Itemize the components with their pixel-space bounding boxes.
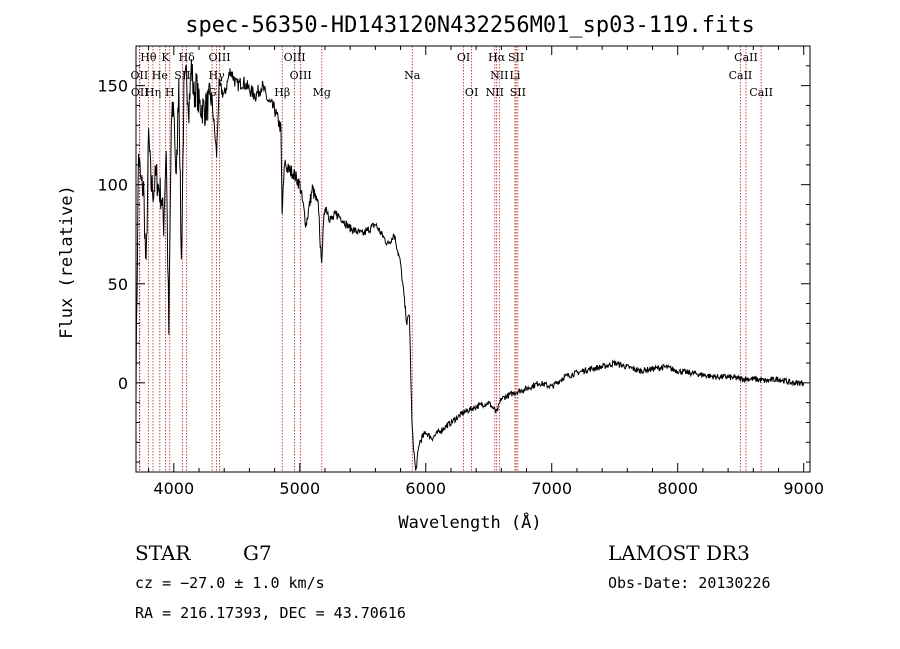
line-label: Hγ [209, 69, 226, 82]
y-axis-label: Flux (relative) [57, 185, 77, 339]
line-label: NII [486, 86, 504, 99]
x-tick-label: 9000 [783, 479, 824, 498]
observation-date: Obs-Date: 20130226 [608, 574, 771, 592]
line-label: K [161, 51, 170, 64]
y-tick-label: 150 [97, 77, 128, 96]
line-label: OIII [208, 51, 230, 64]
ra-dec: RA = 216.17393, DEC = 43.70616 [135, 604, 406, 622]
line-label: CaII [729, 69, 753, 82]
line-label: OIII [284, 51, 306, 64]
line-label: OIII [290, 69, 312, 82]
line-label: NII [490, 69, 508, 82]
line-label: Hδ [179, 51, 196, 64]
line-label: SII [174, 69, 190, 82]
line-label: SII [508, 51, 524, 64]
line-label: OII [131, 69, 149, 82]
y-tick-label: 100 [97, 176, 128, 195]
chart-title: spec-56350-HD143120N432256M01_sp03-119.f… [185, 13, 755, 38]
line-label: Mg [313, 86, 331, 99]
line-label: He [152, 69, 168, 82]
line-label: OI [457, 51, 470, 64]
line-label: H [165, 86, 175, 99]
x-tick-label: 8000 [657, 479, 698, 498]
y-tick-label: 0 [118, 374, 128, 393]
plot-frame [135, 45, 811, 473]
line-label: Na [404, 69, 421, 82]
line-label: Hθ [140, 51, 157, 64]
x-tick-label: 7000 [531, 479, 572, 498]
line-label: Hη [145, 86, 161, 99]
line-label: CaII [734, 51, 758, 64]
survey-name: LAMOST DR3 [608, 541, 750, 565]
object-class: STAR [135, 541, 191, 565]
line-label: OI [465, 86, 478, 99]
x-tick-label: 4000 [153, 479, 194, 498]
x-tick-label: 6000 [405, 479, 446, 498]
line-label: Li [510, 69, 521, 82]
spectrum-series-line [135, 59, 805, 471]
line-label: OII [131, 86, 149, 99]
x-axis-label: Wavelength (Å) [398, 511, 541, 533]
plot-area: 4000 5000 6000 7000 8000 9000 0 50 100 150 Hθ OII O… [97, 45, 824, 498]
redshift-cz: cz = −27.0 ± 1.0 km/s [135, 574, 325, 592]
object-subclass: G7 [243, 541, 272, 565]
line-label: SII [510, 86, 526, 99]
line-label: G [208, 86, 217, 99]
axis-ticks: 4000 5000 6000 7000 8000 9000 0 50 100 150 [97, 46, 824, 498]
spectral-line-markers [139, 46, 762, 472]
y-tick-label: 50 [108, 275, 128, 294]
x-tick-label: 5000 [279, 479, 320, 498]
line-label: Hα [488, 51, 506, 64]
line-label: Hβ [274, 86, 290, 99]
line-label: CaII [749, 86, 773, 99]
